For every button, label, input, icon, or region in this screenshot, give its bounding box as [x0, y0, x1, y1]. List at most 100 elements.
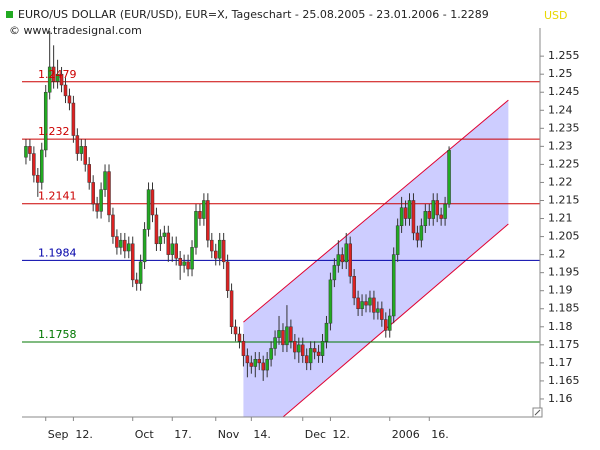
candle-body	[79, 146, 84, 154]
candle-body	[162, 232, 167, 237]
y-tick-label: 1.205	[548, 230, 580, 243]
candle-body	[127, 243, 131, 252]
x-tick-label: 17.	[174, 428, 192, 441]
level-label: 1.1758	[38, 328, 77, 341]
title-icon	[6, 11, 13, 18]
candle-body	[87, 164, 91, 183]
candle-body	[364, 301, 368, 306]
candle-body	[324, 322, 329, 342]
candle-body	[237, 333, 242, 342]
candle-body	[293, 340, 297, 353]
candle-body	[186, 261, 190, 270]
candle-body	[111, 214, 115, 237]
x-tick-label: 14.	[253, 428, 271, 441]
y-tick-label: 1.19	[548, 284, 573, 297]
candle-body	[115, 236, 119, 248]
candle-body	[28, 146, 32, 154]
candle-body	[273, 337, 277, 349]
candle-body	[130, 243, 135, 281]
candle-body	[439, 214, 443, 219]
channel-line	[243, 99, 509, 323]
y-tick-label: 1.255	[548, 49, 580, 62]
y-tick-label: 1.175	[548, 338, 580, 351]
candle-body	[419, 225, 424, 241]
candle-body	[443, 203, 447, 219]
candle-body	[225, 261, 230, 291]
plot-area	[22, 30, 540, 417]
candle-body	[344, 243, 348, 263]
chart-subtitle: © www.tradesignal.com	[9, 24, 142, 37]
candle-body	[202, 200, 206, 219]
x-tick-label: Dec	[305, 428, 326, 441]
candle-body	[304, 355, 309, 364]
x-tick-label: 16.	[431, 428, 449, 441]
y-tick-label: 1.165	[548, 374, 580, 387]
candle-body	[423, 211, 428, 226]
channel-line	[282, 223, 509, 417]
candle-body	[158, 236, 163, 245]
candle-body	[407, 200, 412, 219]
candle-body	[300, 344, 305, 356]
candle-body	[399, 207, 404, 226]
candle-body	[170, 243, 175, 255]
candle-body	[269, 348, 273, 360]
candle-body	[221, 239, 226, 263]
x-tick-label: Nov	[218, 428, 240, 441]
x-tick-label: 2006	[392, 428, 420, 441]
level-label: 1.2479	[38, 68, 77, 81]
candle-body	[217, 239, 222, 259]
candle-body	[138, 261, 143, 284]
candle-body	[249, 362, 254, 367]
candle-body	[51, 66, 56, 82]
y-tick-label: 1.235	[548, 121, 580, 134]
currency-label: USD	[544, 9, 568, 22]
y-tick-label: 1.23	[548, 139, 573, 152]
y-tick-label: 1.16	[548, 392, 573, 405]
candle-body	[348, 243, 352, 277]
candle-body	[166, 232, 171, 255]
candle-body	[229, 290, 234, 328]
candle-body	[47, 66, 52, 93]
candle-body	[447, 150, 451, 205]
y-tick-label: 1.185	[548, 302, 580, 315]
candle-body	[297, 344, 301, 353]
candle-body	[281, 330, 285, 346]
candle-body	[63, 84, 68, 97]
candle-body	[415, 232, 420, 241]
candle-body	[95, 203, 99, 212]
candle-body	[316, 351, 321, 356]
candle-body	[257, 359, 262, 364]
candle-body	[320, 340, 325, 356]
candle-body	[24, 146, 28, 158]
y-tick-label: 1.195	[548, 266, 580, 279]
y-tick-label: 1.21	[548, 212, 573, 225]
y-tick-label: 1.2	[548, 248, 566, 261]
candle-body	[261, 362, 265, 371]
y-tick-label: 1.22	[548, 175, 573, 188]
candle-body	[360, 301, 364, 309]
candle-body	[123, 239, 127, 252]
candle-body	[75, 135, 80, 154]
x-tick-label: 12.	[332, 428, 350, 441]
candle-body	[431, 200, 435, 219]
candle-body	[277, 330, 281, 338]
candle-body	[107, 171, 111, 216]
y-tick-label: 1.245	[548, 85, 580, 98]
candle-body	[71, 102, 76, 136]
candle-body	[119, 239, 123, 248]
candle-body	[194, 211, 198, 248]
candle-body	[435, 200, 439, 216]
candle-body	[336, 254, 341, 266]
candle-body	[265, 359, 269, 371]
candle-body	[368, 297, 372, 306]
candle-body	[328, 279, 333, 324]
level-label: 1.1984	[38, 246, 77, 259]
candle-body	[43, 91, 48, 151]
candle-body	[154, 214, 159, 245]
candle-body	[214, 250, 218, 259]
candle-body	[241, 340, 246, 356]
candle-body	[312, 348, 317, 353]
candle-body	[352, 276, 356, 299]
